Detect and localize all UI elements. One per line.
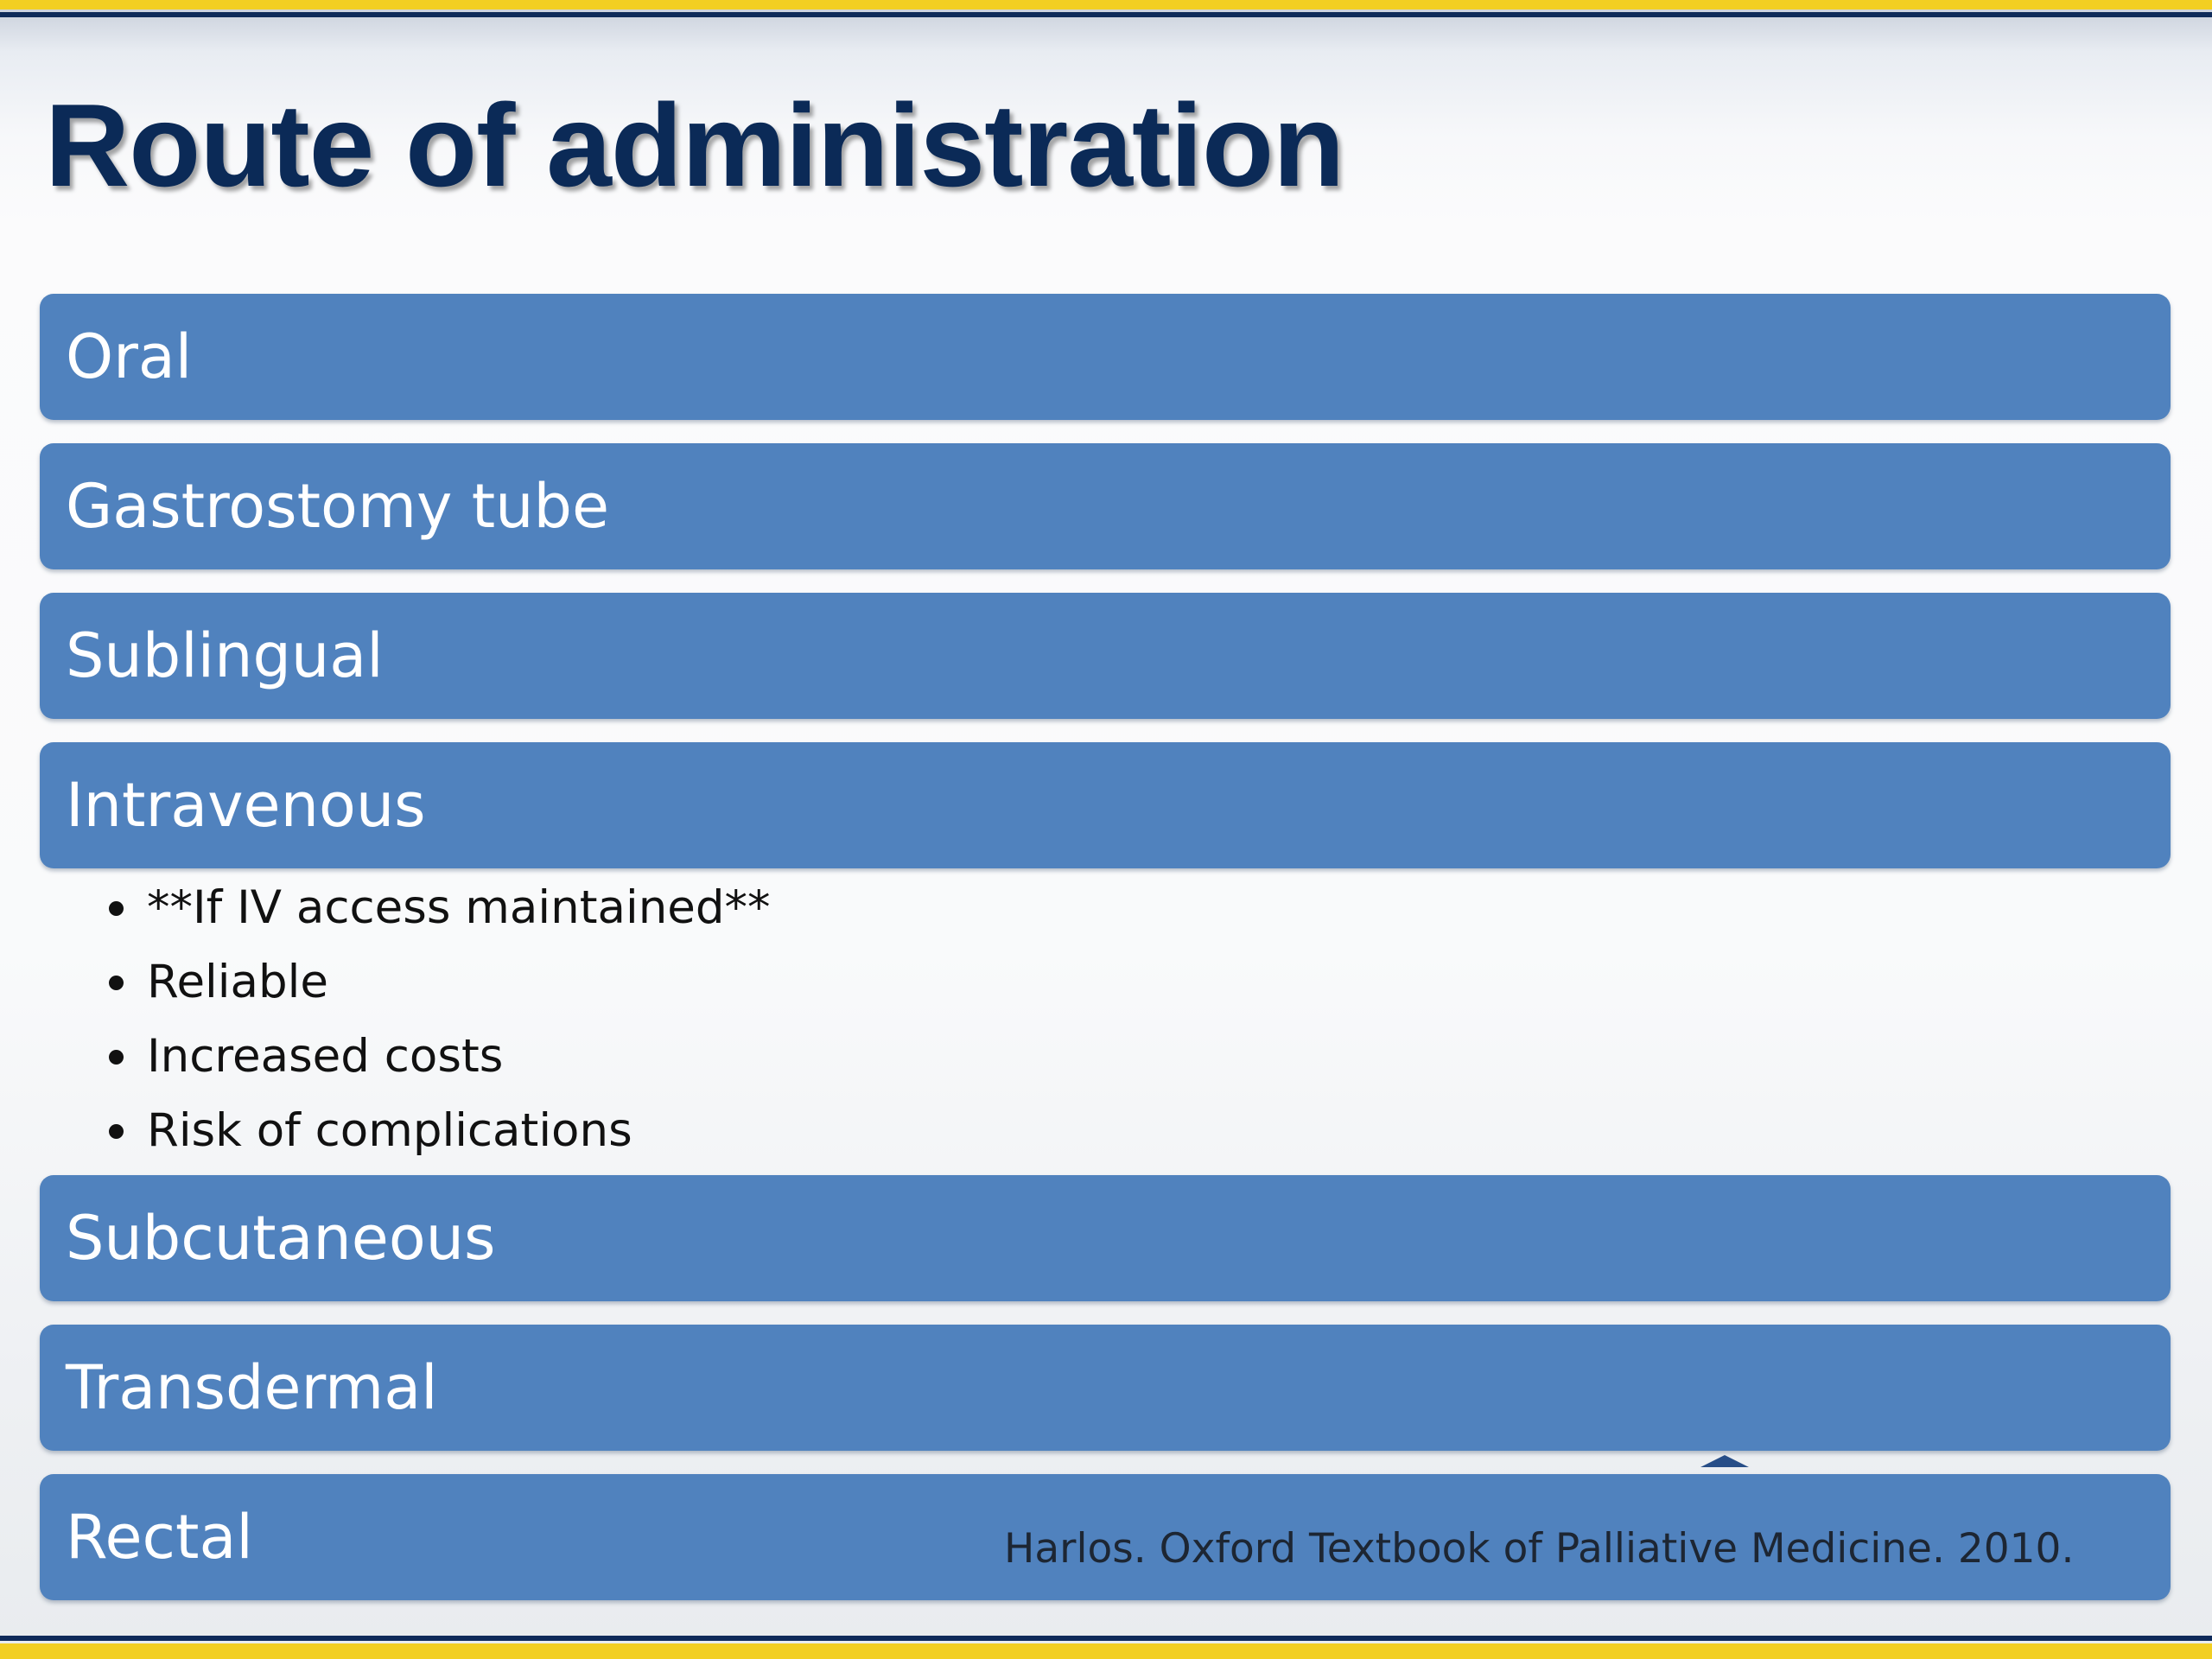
route-label-transdermal: Transdermal bbox=[66, 1352, 438, 1423]
detail-item: Reliable bbox=[104, 945, 771, 1020]
citation-text: Harlos. Oxford Textbook of Palliative Me… bbox=[1004, 1525, 2075, 1573]
route-label-sublingual: Sublingual bbox=[66, 620, 384, 691]
route-bar-gastrostomy-tube: Gastrostomy tube bbox=[40, 443, 2171, 569]
detail-item: **If IV access maintained** bbox=[104, 871, 771, 945]
selection-handle-icon bbox=[1700, 1455, 1749, 1467]
route-bar-sublingual: Sublingual bbox=[40, 593, 2171, 719]
route-label-subcutaneous: Subcutaneous bbox=[66, 1203, 496, 1274]
bullet-icon bbox=[109, 901, 124, 916]
route-label-gastrostomy-tube: Gastrostomy tube bbox=[66, 471, 610, 542]
intravenous-details-list: **If IV access maintained** Reliable Inc… bbox=[104, 871, 771, 1168]
route-bar-oral: Oral bbox=[40, 294, 2171, 420]
bottom-yellow-stripe bbox=[0, 1643, 2212, 1659]
detail-text: **If IV access maintained** bbox=[147, 881, 771, 934]
route-bar-intravenous: Intravenous bbox=[40, 742, 2171, 868]
top-yellow-stripe bbox=[0, 0, 2212, 10]
bottom-navy-stripe bbox=[0, 1636, 2212, 1641]
route-label-oral: Oral bbox=[66, 321, 193, 392]
detail-text: Risk of complications bbox=[147, 1104, 632, 1157]
bullet-icon bbox=[109, 1124, 124, 1139]
top-navy-stripe bbox=[0, 12, 2212, 17]
route-label-rectal: Rectal bbox=[66, 1502, 253, 1573]
route-label-intravenous: Intravenous bbox=[66, 770, 426, 841]
route-bar-transdermal: Transdermal bbox=[40, 1325, 2171, 1451]
route-bar-rectal: Rectal bbox=[40, 1474, 2171, 1600]
slide-title: Route of administration bbox=[45, 79, 1344, 211]
bullet-icon bbox=[109, 976, 124, 990]
detail-text: Reliable bbox=[147, 956, 328, 1008]
detail-item: Increased costs bbox=[104, 1020, 771, 1094]
route-bar-subcutaneous: Subcutaneous bbox=[40, 1175, 2171, 1301]
detail-item: Risk of complications bbox=[104, 1094, 771, 1168]
bullet-icon bbox=[109, 1050, 124, 1065]
detail-text: Increased costs bbox=[147, 1030, 504, 1083]
